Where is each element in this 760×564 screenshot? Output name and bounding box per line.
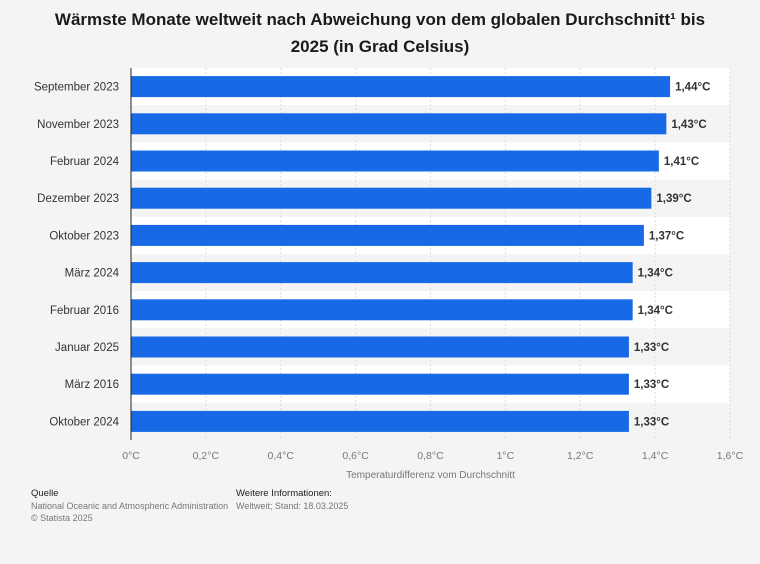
value-label: 1,41°C	[664, 156, 699, 168]
value-label: 1,33°C	[634, 342, 669, 354]
value-label: 1,37°C	[649, 230, 684, 242]
category-label: September 2023	[34, 82, 119, 94]
source-block: Quelle National Oceanic and Atmospheric …	[31, 488, 228, 524]
category-label: November 2023	[37, 119, 119, 131]
bar	[131, 262, 633, 284]
info-heading: Weitere Informationen:	[236, 488, 332, 499]
category-label: Oktober 2024	[49, 416, 119, 428]
value-label: 1,33°C	[634, 416, 669, 428]
x-tick-label: 0,2°C	[193, 450, 220, 462]
bar	[131, 299, 633, 321]
x-tick-label: 1,6°C	[717, 450, 744, 462]
source-text[interactable]: National Oceanic and Atmospheric Adminis…	[31, 501, 229, 511]
x-tick-label: 0°C	[122, 450, 140, 462]
value-label: 1,34°C	[638, 305, 673, 317]
value-label: 1,39°C	[656, 193, 691, 205]
category-label: Februar 2024	[50, 156, 120, 168]
x-tick-label: 0,6°C	[342, 450, 369, 462]
value-label: 1,43°C	[671, 119, 706, 131]
source-heading: Quelle	[31, 488, 59, 499]
bar	[131, 187, 652, 209]
bar	[131, 224, 644, 246]
category-label: März 2024	[65, 268, 120, 280]
bar-chart: September 2023 1,44°C November 2023 1,43°C F…	[34, 68, 744, 480]
bar	[131, 76, 671, 98]
x-tick-label: 1,2°C	[567, 450, 594, 462]
x-axis-title: Temperaturdifferenz vom Durchschnitt	[346, 470, 515, 480]
bar	[131, 150, 659, 172]
bar	[131, 113, 667, 135]
value-label: 1,34°C	[638, 268, 673, 280]
category-label: Dezember 2023	[37, 193, 119, 205]
x-tick-label: 1°C	[497, 450, 515, 462]
bar	[131, 410, 629, 432]
info-text: Weltweit; Stand: 18.03.2025	[236, 501, 349, 511]
x-tick-label: 0,4°C	[268, 450, 295, 462]
value-label: 1,44°C	[675, 82, 710, 94]
chart-title: Wärmste Monate weltweit nach Abweichung …	[54, 10, 706, 56]
category-label: Oktober 2023	[49, 230, 119, 242]
value-label: 1,33°C	[634, 379, 669, 391]
x-tick-label: 1,4°C	[642, 450, 669, 462]
x-tick-label: 0,8°C	[417, 450, 444, 462]
info-block: Weitere Informationen: Weltweit; Stand: …	[236, 488, 348, 512]
category-label: März 2016	[65, 379, 119, 391]
category-label: Februar 2016	[50, 305, 119, 317]
category-label: Januar 2025	[55, 342, 119, 354]
copyright-text[interactable]: © Statista 2025	[31, 513, 93, 523]
bar	[131, 373, 629, 395]
bar	[131, 336, 629, 358]
